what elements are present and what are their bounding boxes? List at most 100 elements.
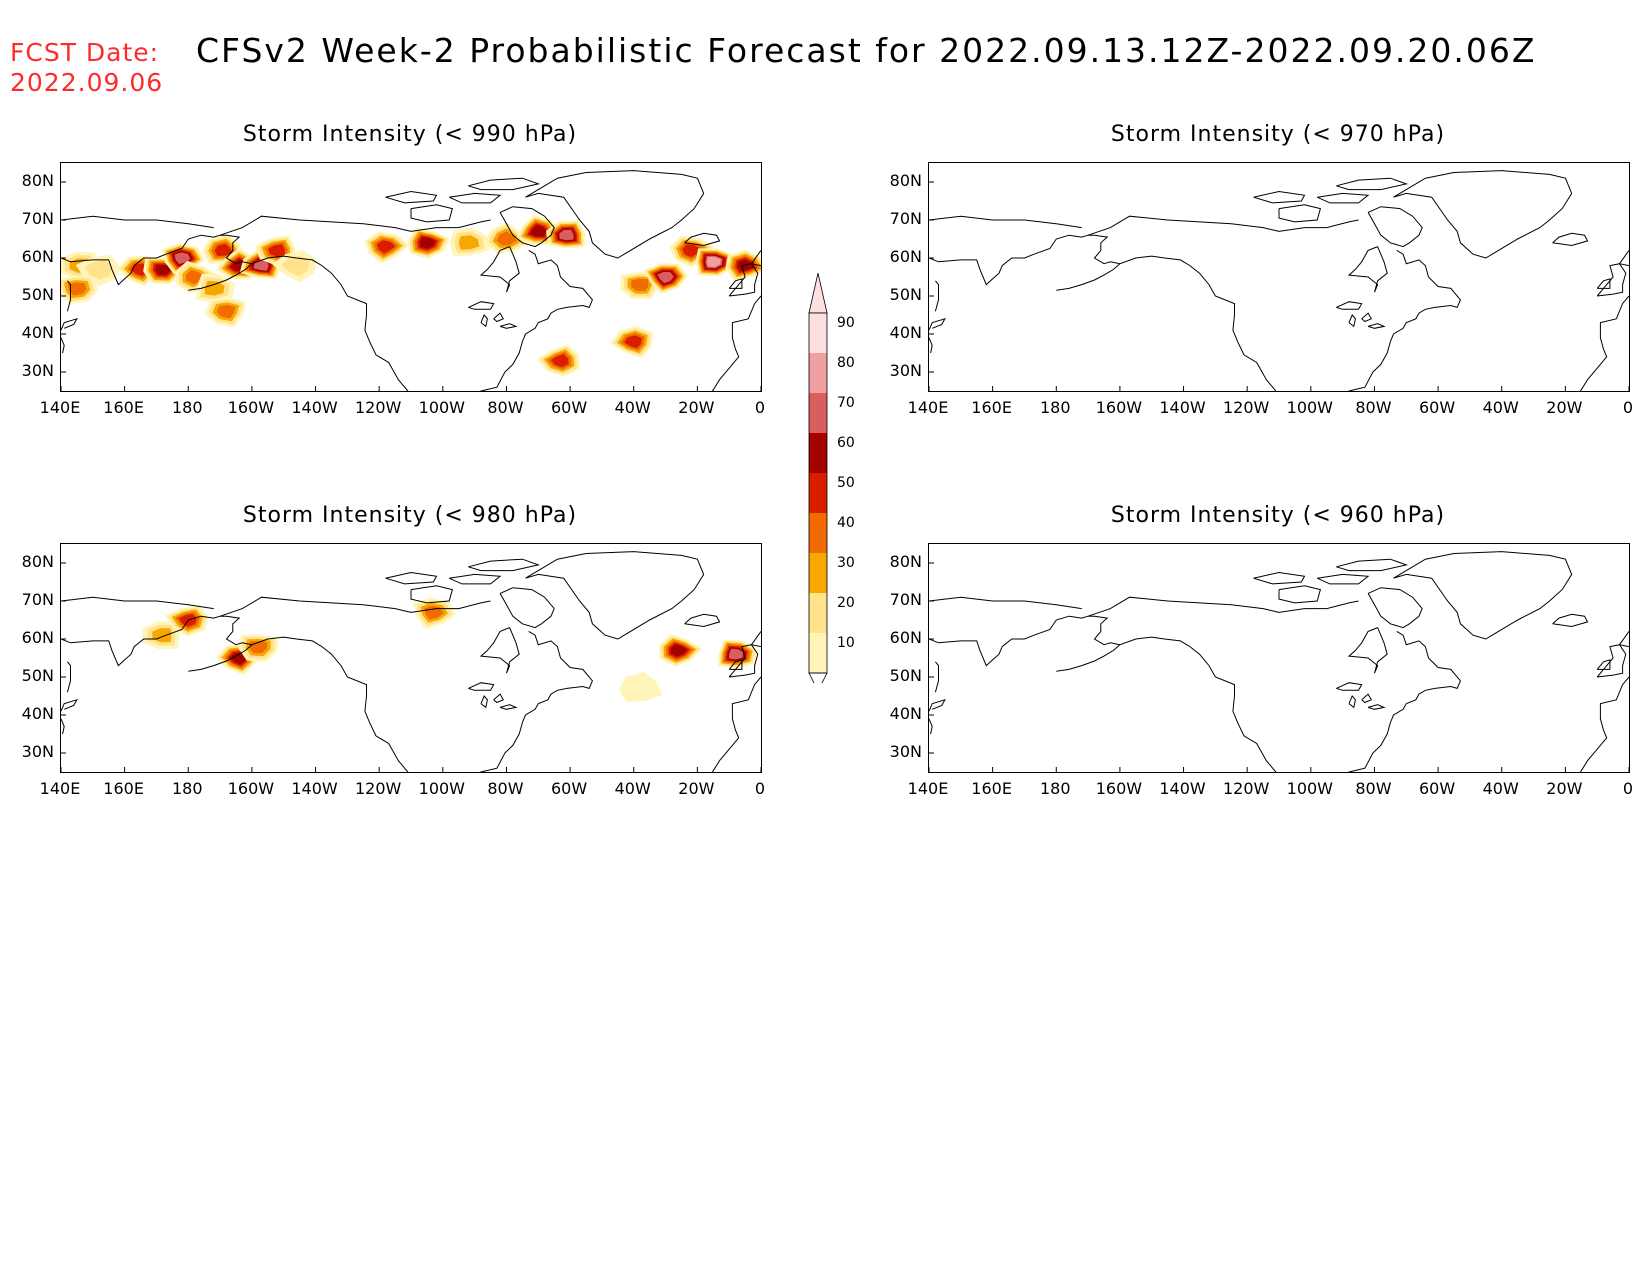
lon-label: 160W <box>1095 779 1143 798</box>
coastline <box>1367 206 1423 248</box>
lon-label: 160E <box>103 398 144 417</box>
coastline <box>929 718 933 735</box>
colorbar-label: 60 <box>837 435 855 451</box>
lon-label: 140E <box>39 779 81 798</box>
coastline <box>929 215 1082 229</box>
coastline <box>480 314 488 328</box>
panel-990: Storm Intensity (< 990 hPa) 80N 70N 60N 50N… <box>0 122 790 422</box>
colorbar-frame <box>808 312 828 674</box>
coastline <box>525 551 705 640</box>
coastline <box>711 676 761 772</box>
probability-contour <box>281 255 310 277</box>
coastline <box>468 682 495 691</box>
coastline <box>1278 585 1322 604</box>
coastline <box>1367 323 1386 329</box>
coastline <box>1316 573 1370 585</box>
colorbar-swatch <box>809 593 827 633</box>
lat-label: 40N <box>21 704 54 723</box>
probability-area <box>695 248 735 277</box>
coastline <box>1367 704 1386 710</box>
colorbar-swatch <box>809 633 827 673</box>
coastline <box>468 177 541 191</box>
probability-contour <box>458 235 480 250</box>
probability-area <box>272 250 318 283</box>
coastline <box>728 644 759 678</box>
lat-label: 80N <box>21 171 54 190</box>
lat-label: 50N <box>889 666 922 685</box>
probability-contour <box>216 305 236 319</box>
coastline <box>728 278 743 289</box>
probability-contour <box>618 672 663 702</box>
probability-area <box>364 231 410 264</box>
lon-label: 140W <box>1159 398 1206 417</box>
coastline <box>711 295 761 391</box>
panel-970: Storm Intensity (< 970 hPa) 80N 70N 60N 50N… <box>868 122 1650 422</box>
probability-contour <box>624 335 642 349</box>
coastline <box>480 630 593 772</box>
lon-label: 0 <box>754 398 766 417</box>
coastline <box>1596 644 1627 678</box>
map-plot-area <box>928 162 1630 392</box>
colorbar-label: 70 <box>837 395 855 411</box>
lat-label: 30N <box>21 361 54 380</box>
coastline <box>66 280 71 312</box>
probability-contour <box>728 648 744 660</box>
lon-label: 60W <box>1418 398 1456 417</box>
coastline <box>929 615 1089 667</box>
probability-contour <box>682 244 701 258</box>
colorbar-svg <box>808 272 828 692</box>
lon-label: 40W <box>614 779 651 798</box>
coastline <box>219 596 491 617</box>
lon-label: 140W <box>1159 779 1206 798</box>
coastline <box>1253 190 1306 204</box>
coastline <box>66 661 71 693</box>
coastline <box>929 596 1082 610</box>
lon-label: 160E <box>103 779 144 798</box>
lon-label: 120W <box>1222 779 1270 798</box>
probability-area <box>536 344 580 377</box>
colorbar-swatch <box>809 553 827 593</box>
coastline <box>480 249 593 391</box>
lat-label: 60N <box>21 628 54 647</box>
coastline <box>61 698 78 712</box>
coastline <box>61 718 65 735</box>
coastline <box>934 280 939 312</box>
lon-label: 140E <box>39 398 81 417</box>
coastline <box>1316 192 1370 204</box>
probability-area <box>546 220 585 249</box>
coastline <box>1336 301 1363 310</box>
coastline <box>1103 636 1277 772</box>
colorbar-swatch <box>809 353 827 393</box>
lon-label: 160W <box>227 779 275 798</box>
lat-label: 70N <box>21 590 54 609</box>
colorbar-arrow <box>808 672 828 692</box>
coastline <box>1056 263 1121 291</box>
panel-title: Storm Intensity (< 960 hPa) <box>1110 503 1446 528</box>
lon-label: 160E <box>971 779 1012 798</box>
coastline <box>1393 170 1573 259</box>
coastline <box>1361 693 1373 704</box>
lat-label: 40N <box>21 323 54 342</box>
coastline <box>61 317 78 331</box>
lat-label: 30N <box>21 742 54 761</box>
probability-contour <box>155 264 171 276</box>
forecast-date-block: FCST Date: 2022.09.06 <box>10 38 163 98</box>
coastline <box>728 263 759 297</box>
map-svg <box>929 170 1629 391</box>
lon-label: 180 <box>1039 779 1071 798</box>
lon-label: 60W <box>550 398 588 417</box>
probability-contour <box>496 231 517 246</box>
coastline <box>750 631 761 648</box>
coastline <box>929 337 933 354</box>
probability-area <box>407 227 450 259</box>
map-plot-area <box>928 543 1630 773</box>
map-svg <box>61 170 761 391</box>
main-title: CFSv2 Week-2 Probabilistic Forecast for … <box>196 31 1537 70</box>
lat-label: 30N <box>889 742 922 761</box>
probability-contour <box>419 236 436 249</box>
coastline <box>684 613 721 628</box>
colorbar-swatch <box>809 513 827 553</box>
lon-label: 140E <box>907 398 949 417</box>
coastline <box>448 573 502 585</box>
coastline <box>61 615 221 667</box>
